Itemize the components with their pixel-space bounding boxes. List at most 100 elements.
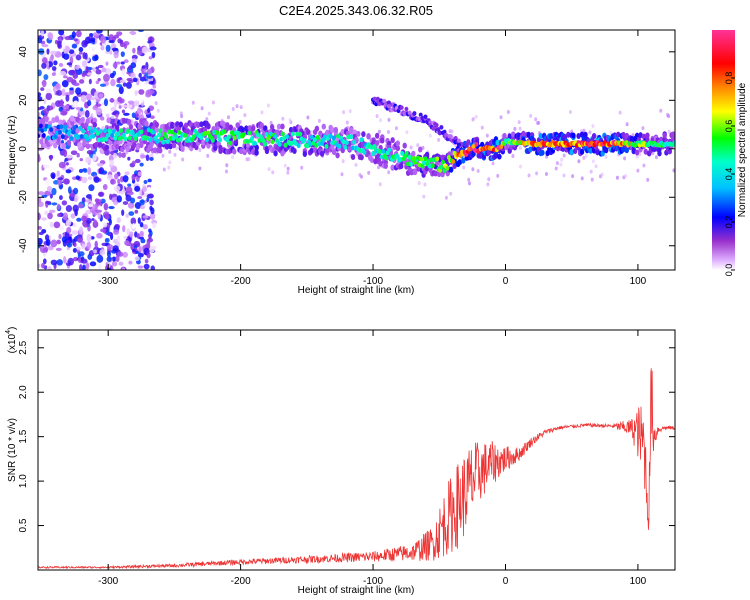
ridge-cell [442, 168, 447, 173]
scatter-cell [496, 173, 500, 178]
noise-cell [75, 246, 81, 251]
scatter-cell [200, 106, 204, 111]
noise-cell [61, 236, 67, 243]
noise-cell [127, 201, 135, 209]
ridge-halo-cell [347, 145, 352, 152]
ridge-cell [270, 139, 275, 145]
y-tick-label: 2.5 [18, 340, 29, 354]
scatter-cell [179, 111, 183, 116]
scatter-cell [517, 120, 521, 125]
noise-cell [72, 248, 78, 253]
scatter-cell [375, 114, 379, 119]
noise-cell [113, 99, 117, 108]
scatter-cell [198, 148, 202, 153]
noise-cell [113, 173, 119, 180]
noise-cell [86, 209, 91, 214]
ridge-cell [298, 131, 303, 137]
noise-cell [85, 262, 90, 270]
noise-cell [129, 30, 137, 36]
ridge-cell [320, 141, 325, 146]
noise-cell [113, 201, 118, 206]
noise-cell [117, 251, 124, 257]
scatter-cell [562, 153, 566, 158]
colorbar-tick-label: 0.4 [724, 168, 734, 181]
noise-cell [106, 174, 114, 181]
noise-cell [44, 178, 51, 187]
noise-cell [75, 175, 81, 180]
noise-cell [110, 178, 116, 185]
ridge-halo-cell [309, 147, 314, 154]
ridge-cell [226, 134, 231, 140]
noise-cell [137, 114, 144, 120]
ridge-halo-cell [247, 125, 252, 132]
noise-cell [139, 205, 145, 210]
noise-cell [149, 46, 157, 51]
noise-cell [151, 51, 156, 59]
ridge-halo-cell [77, 142, 82, 149]
ridge-cell [235, 130, 240, 136]
noise-cell [92, 55, 98, 62]
noise-cell [127, 100, 135, 105]
ridge-halo-cell [374, 132, 380, 139]
noise-cell [68, 49, 75, 54]
scatter-cell [306, 115, 310, 120]
ridge-halo-cell [528, 146, 533, 153]
ridge-halo-cell [433, 170, 438, 177]
ridge-halo-cell [114, 124, 120, 131]
noise-cell [106, 244, 114, 250]
noise-cell [145, 154, 150, 162]
noise-cell [121, 152, 126, 158]
ridge-halo-cell [631, 148, 636, 155]
noise-cell [47, 245, 54, 251]
ridge-cell [153, 135, 158, 141]
noise-cell [128, 79, 134, 83]
noise-cell [38, 197, 42, 203]
ridge-halo-cell [273, 150, 278, 157]
ridge-halo-cell [479, 141, 485, 148]
noise-cell [152, 84, 157, 89]
noise-cell [106, 250, 111, 258]
scatter-cell [577, 159, 581, 164]
ridge-halo-cell [170, 121, 175, 128]
y-tick-label: 1.5 [18, 429, 29, 443]
ridge-halo-cell [579, 148, 585, 155]
ridge-halo-cell [254, 149, 259, 156]
scatter-cell [491, 161, 495, 166]
noise-cell [146, 252, 151, 259]
noise-cell [65, 162, 69, 166]
noise-cell [108, 218, 112, 226]
ridge-halo-cell [228, 124, 234, 131]
noise-cell [108, 34, 115, 42]
ridge-cell [419, 156, 424, 162]
noise-cell [123, 59, 129, 63]
scatter-cell [245, 157, 249, 162]
ridge-halo-cell [66, 139, 72, 146]
noise-cell [131, 173, 136, 181]
ridge-cell [352, 139, 357, 145]
noise-cell [91, 47, 95, 52]
scatter-cell [555, 161, 559, 166]
snr-y-ticks: 0.5 1.0 1.5 2.0 2.5 [18, 340, 675, 533]
ridge-cell [110, 132, 115, 138]
noise-cell [110, 115, 115, 119]
ridge-halo-cell [411, 150, 416, 157]
noise-cell [45, 88, 52, 94]
noise-cell [110, 78, 116, 87]
x-tick-label: 100 [630, 276, 647, 287]
ridge-halo-cell [325, 129, 330, 136]
ridge-halo-cell [576, 132, 581, 139]
ridge-cell [423, 156, 428, 162]
noise-cell [60, 110, 68, 116]
noise-cell [95, 80, 100, 85]
noise-cell [47, 212, 53, 220]
scatter-cell [175, 146, 179, 151]
noise-cell [63, 62, 67, 70]
ridge-halo-cell [127, 140, 132, 147]
noise-cell [62, 75, 68, 79]
noise-cell [87, 167, 92, 175]
scatter-cell [600, 172, 604, 177]
noise-cell [130, 62, 137, 69]
noise-cell [137, 253, 144, 258]
ridge-cell [38, 123, 43, 129]
snr-x-label: Height of straight line (km) [298, 585, 415, 596]
